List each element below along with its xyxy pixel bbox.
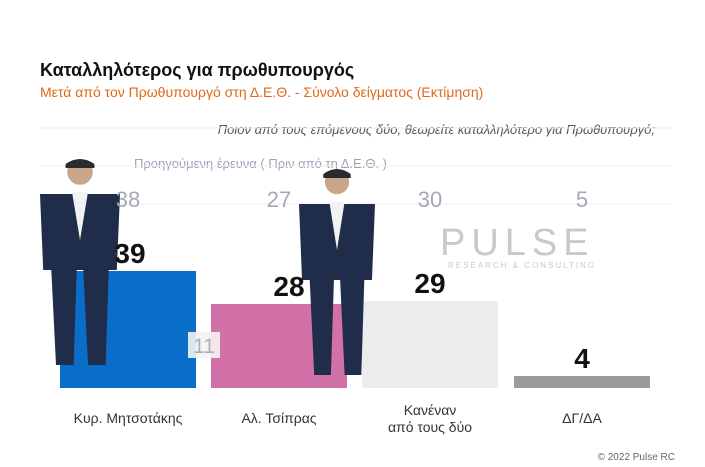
previous-value-label: 5 bbox=[576, 187, 588, 212]
category-label: Κανέναν bbox=[404, 402, 457, 418]
watermark-name: PULSE bbox=[440, 222, 595, 264]
bar bbox=[60, 271, 196, 388]
gap-annotation: 11 bbox=[193, 335, 215, 358]
person-tsipras-photo bbox=[299, 169, 375, 375]
bar bbox=[362, 301, 498, 388]
value-label: 39 bbox=[114, 238, 145, 269]
person-mitsotakis-photo bbox=[40, 159, 120, 365]
previous-survey-label: Προηγούμενη έρευνα ( Πριν από τη Δ.Ε.Θ. … bbox=[134, 156, 387, 171]
category-label: Κυρ. Μητσοτάκης bbox=[74, 410, 183, 426]
copyright-text: © 2022 Pulse RC bbox=[597, 452, 675, 463]
category-label: από τους δύο bbox=[388, 419, 472, 435]
chart-subtitle: Μετά από τον Πρωθυπουργό στη Δ.Ε.Θ. - Σύ… bbox=[40, 84, 484, 100]
previous-value-label: 30 bbox=[418, 187, 442, 212]
category-label: Αλ. Τσίπρας bbox=[241, 410, 316, 426]
bar bbox=[514, 376, 650, 388]
previous-value-label: 38 bbox=[116, 187, 140, 212]
pulse-watermark: PULSE RESEARCH & CONSULTING bbox=[440, 222, 596, 270]
category-label: ΔΓ/ΔΑ bbox=[562, 410, 602, 426]
watermark-tagline: RESEARCH & CONSULTING bbox=[448, 261, 597, 270]
value-label: 28 bbox=[273, 271, 304, 302]
chart-title: Καταλληλότερος για πρωθυπουργός bbox=[40, 60, 355, 80]
value-label: 4 bbox=[574, 343, 590, 374]
previous-value-label: 27 bbox=[267, 187, 291, 212]
survey-question: Ποιον από τους επόμενους δύο, θεωρείτε κ… bbox=[217, 122, 655, 137]
gap-annotation-box bbox=[188, 332, 220, 358]
value-label: 29 bbox=[414, 268, 445, 299]
